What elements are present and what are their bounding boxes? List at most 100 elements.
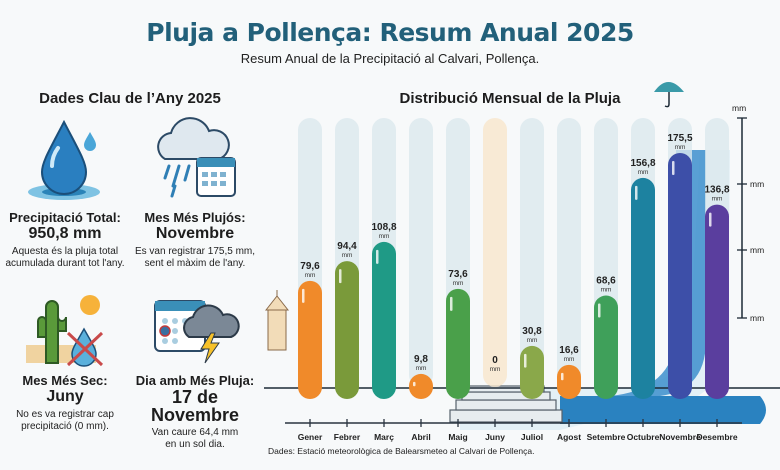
value-label: 108,8 — [371, 222, 396, 233]
stat-desc: Van caure 64,4 mm — [151, 427, 239, 438]
stat-desc: Es van registrar 175,5 mm, — [134, 246, 256, 257]
x-tick-label: Març — [374, 432, 394, 442]
chart-title: Distribució Mensual de la Pluja — [399, 90, 621, 107]
bar-highlight — [413, 381, 416, 387]
unit-label: mm — [638, 169, 649, 176]
unit-label: mm — [416, 365, 427, 372]
bar-highlight — [302, 288, 305, 303]
stat-card-wettest-month: Mes Més Plujós: Novembre Es van registra… — [130, 112, 260, 270]
value-label: 94,4 — [337, 241, 357, 252]
value-label: 73,6 — [448, 269, 468, 280]
bar-febrer — [335, 261, 359, 399]
bar-highlight — [598, 303, 601, 318]
bar-highlight — [450, 296, 453, 311]
value-label: 175,5 — [667, 133, 692, 144]
x-tick-label: Octubre — [627, 432, 660, 442]
value-label: 0 — [492, 355, 498, 366]
unit-label: mm — [712, 196, 723, 203]
stat-desc: precipitació (0 mm). — [21, 421, 109, 432]
stat-value: Novembre — [155, 225, 235, 242]
value-label: 30,8 — [522, 326, 542, 337]
storm-calendar-icon — [130, 275, 260, 367]
x-tick-label: Novembre — [659, 432, 701, 442]
stat-card-driest-month: Mes Més Sec: Juny No es va registrar cap… — [0, 275, 130, 433]
bar-track — [483, 118, 507, 387]
value-label: 156,8 — [630, 158, 655, 169]
x-tick-label: Maig — [448, 432, 467, 442]
stat-desc: acumulada durant tot l'any. — [5, 258, 125, 269]
cactus-sun-icon — [0, 275, 130, 367]
bar-highlight — [376, 249, 379, 264]
stat-desc: No es va registrar cap — [16, 409, 114, 420]
stat-desc: sent el màxim de l'any. — [144, 258, 246, 269]
x-tick-label: Gener — [298, 432, 323, 442]
page-subtitle: Resum Anual de la Precipitació al Calvar… — [240, 51, 540, 66]
stat-value: 950,8 mm — [28, 225, 102, 242]
bar-track — [409, 118, 433, 387]
bar-highlight — [339, 269, 342, 284]
y-tick-label: mm — [750, 245, 764, 255]
value-label: 136,8 — [704, 185, 729, 196]
stat-card-wettest-day: Dia amb Més Pluja: 17 de Novembre Van ca… — [130, 275, 260, 451]
unit-label: mm — [601, 287, 612, 294]
unit-label: mm — [490, 366, 501, 373]
bar-desembre — [705, 204, 729, 399]
value-label: 16,6 — [559, 345, 579, 356]
water-drop-icon — [0, 112, 130, 204]
stat-desc: en un sol dia. — [165, 439, 225, 450]
x-tick-label: Agost — [557, 432, 581, 442]
bar-agost — [557, 364, 581, 399]
bar-novembre — [668, 153, 692, 399]
page-title: Pluja a Pollença: Resum Anual 2025 — [146, 18, 634, 47]
unit-label: mm — [305, 272, 316, 279]
stat-label: Mes Més Sec: — [22, 373, 108, 388]
stat-value: 17 de Novembre — [150, 387, 240, 425]
bar-highlight — [672, 161, 675, 175]
unit-label: mm — [453, 280, 464, 287]
stat-label: Mes Més Plujós: — [144, 210, 246, 225]
stat-label: Precipitació Total: — [9, 210, 121, 225]
bar-setembre — [594, 295, 618, 399]
unit-label: mm — [564, 356, 575, 363]
unit-label: mm — [342, 252, 353, 259]
bar-maig — [446, 288, 470, 399]
bar-highlight — [709, 212, 712, 227]
y-tick-label: mm — [732, 103, 746, 113]
data-source-note: Dades: Estació meteorològica de Balearsm… — [268, 446, 535, 456]
bar-track — [520, 118, 544, 387]
x-tick-label: Setembre — [587, 432, 626, 442]
bar-març — [372, 241, 396, 399]
bar-octubre — [631, 177, 655, 399]
umbrella-icon — [654, 82, 684, 108]
river — [560, 396, 766, 424]
value-label: 9,8 — [414, 354, 428, 365]
x-tick-label: Juny — [485, 432, 505, 442]
bar-highlight — [524, 353, 527, 368]
bar-highlight — [635, 185, 638, 200]
stat-value: Juny — [46, 388, 84, 405]
value-label: 68,6 — [596, 276, 616, 287]
stat-card-total: Precipitació Total: 950,8 mm Aquesta és … — [0, 112, 130, 270]
bar-abril — [409, 373, 433, 399]
x-tick-label: Juliol — [521, 432, 543, 442]
x-tick-label: Desembre — [696, 432, 737, 442]
stat-desc: Aquesta és la pluja total — [11, 246, 119, 257]
bar-gener — [298, 280, 322, 399]
key-facts-title: Dades Clau de l’Any 2025 — [39, 90, 221, 107]
rain-calendar-icon — [130, 112, 260, 204]
x-tick-label: Febrer — [334, 432, 361, 442]
y-tick-label: mm — [750, 179, 764, 189]
bell-tower-icon — [264, 290, 290, 351]
x-tick-label: Abril — [411, 432, 430, 442]
unit-label: mm — [379, 233, 390, 240]
value-label: 79,6 — [300, 261, 320, 272]
unit-label: mm — [675, 144, 686, 151]
unit-label: mm — [527, 337, 538, 344]
y-tick-label: mm — [750, 313, 764, 323]
y-axis: mm mm mm mm — [732, 103, 764, 323]
stat-label: Dia amb Més Pluja: — [135, 373, 255, 388]
bar-juliol — [520, 345, 544, 399]
bar-track — [557, 118, 581, 387]
bar-highlight — [561, 372, 564, 381]
